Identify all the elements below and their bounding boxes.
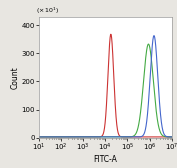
- Text: $(\times\,10^1)$: $(\times\,10^1)$: [36, 5, 60, 16]
- X-axis label: FITC-A: FITC-A: [93, 155, 117, 164]
- Y-axis label: Count: Count: [11, 66, 20, 89]
